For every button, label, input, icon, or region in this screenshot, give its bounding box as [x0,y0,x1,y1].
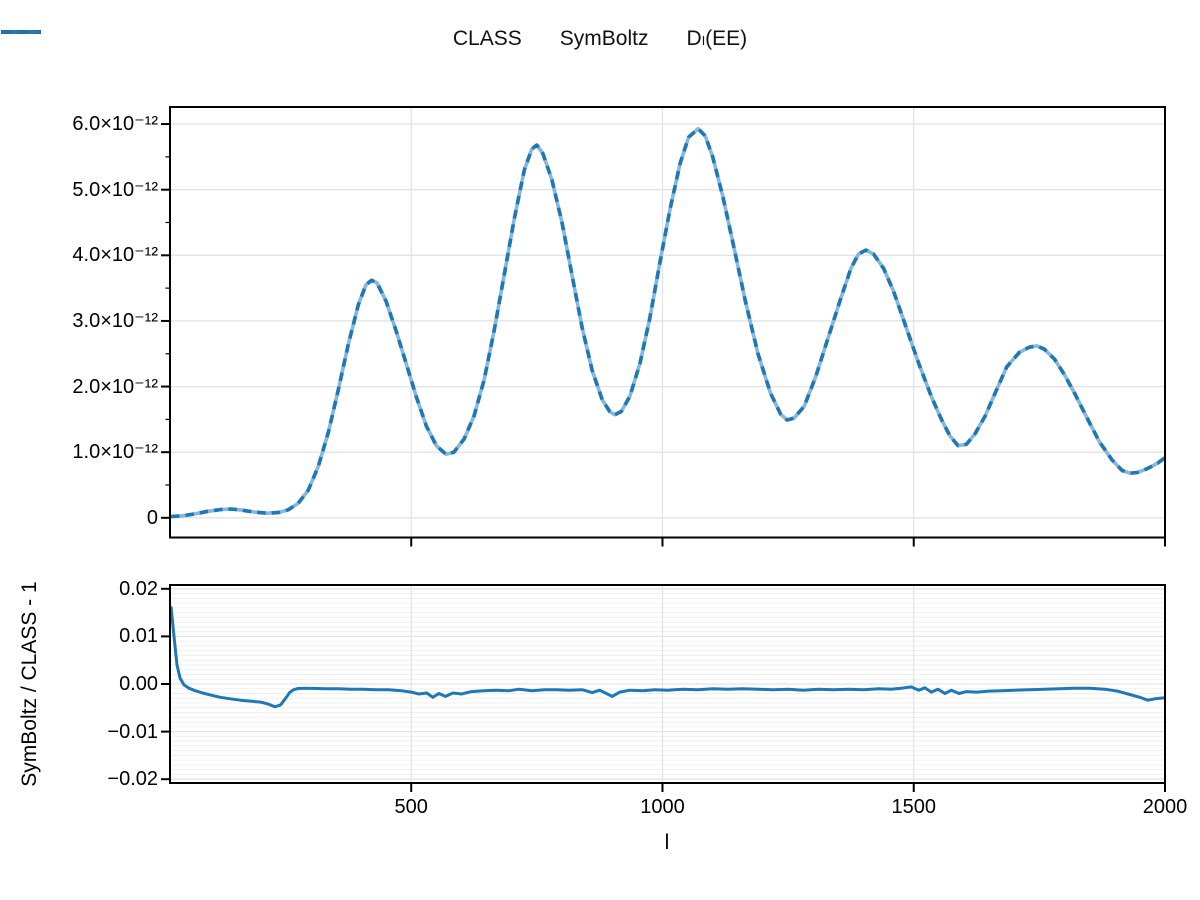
legend-item-dl-ee: Dₗ(EE) [1,27,748,50]
y-tick-label-spectrum: 0 [146,506,158,529]
y-tick-label-residual: −0.01 [107,720,158,743]
y-tick-label-spectrum: 3.0×10⁻¹² [72,309,158,332]
y-tick-label-residual: −0.02 [107,768,158,791]
y-tick-label-spectrum: 4.0×10⁻¹² [72,244,158,267]
x-tick-label: 1500 [891,796,936,818]
y-tick-label-residual: 0.00 [119,673,158,695]
x-axis-label: l [664,831,670,854]
legend: CLASS SymBoltz Dₗ(EE) [0,28,1200,49]
y-tick-label-spectrum: 2.0×10⁻¹² [72,375,158,398]
x-tick-label: 2000 [1142,796,1188,818]
y-axis-label-residual: SymBoltz / CLASS - 1 [18,581,41,787]
legend-item-class: CLASS [1,27,522,50]
legend-item-symboltz: SymBoltz [1,27,649,50]
y-tick-label-spectrum: 6.0×10⁻¹² [72,113,158,136]
legend-label-symboltz: SymBoltz [559,27,649,50]
y-tick-label-spectrum: 1.0×10⁻¹² [72,441,158,464]
legend-label-class: CLASS [452,27,522,50]
x-tick-label: 1000 [640,796,685,818]
y-tick-label-spectrum: 5.0×10⁻¹² [72,178,158,201]
y-tick-label-residual: 0.01 [119,625,158,648]
x-tick-label: 500 [394,796,428,818]
legend-label-dl-ee: Dₗ(EE) [686,27,748,50]
blue-line-icon [1,30,41,34]
y-tick-label-residual: 0.02 [119,577,158,600]
